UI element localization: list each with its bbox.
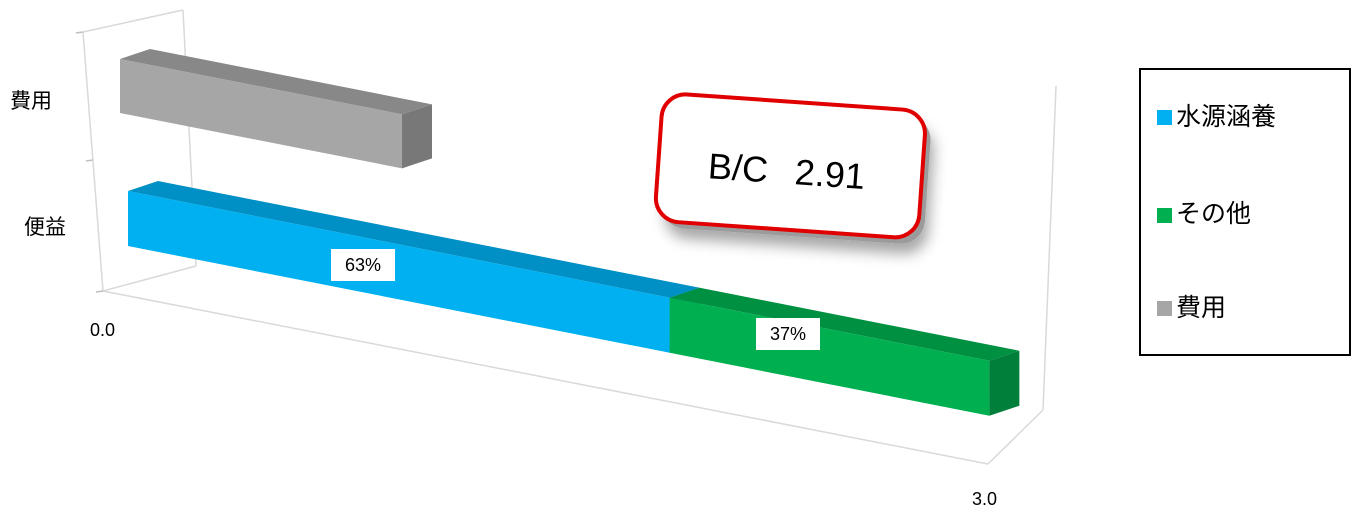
bar-1-1-top [669,287,1020,361]
bar-1-0-top [128,181,700,298]
legend-swatch-water [1157,110,1172,125]
x-tick-label-0: 0.0 [90,320,115,340]
bar-0-2-top [120,49,432,115]
bars-layer [120,49,1020,416]
legend-label-other: その他 [1176,199,1251,228]
legend-swatch-other [1157,208,1172,223]
bc-annotation: B/C 2.91 [653,92,931,244]
category-ticks [75,31,104,293]
bar-0-2-front [120,59,402,169]
legend-label-water: 水源涵養 [1176,102,1276,131]
legend: 水源涵養 その他 費用 [1139,68,1351,356]
legend-label-cost: 費用 [1176,293,1226,322]
svg-text:63%: 63% [345,255,381,275]
bc-label: B/C [707,145,770,190]
bar-0-2-side [402,104,432,169]
bc-value: 2.91 [794,151,867,197]
data-label-63: 63% [331,249,395,281]
category-label-cost: 費用 [10,89,52,113]
data-label-37: 37% [756,318,820,350]
bar-1-1-side [989,350,1020,416]
category-label-benefit: 便益 [24,215,66,239]
bar-1-0-front [128,191,670,353]
axis-frame [82,9,1057,465]
svg-text:37%: 37% [770,324,806,344]
legend-swatch-cost [1157,301,1172,316]
x-tick-label-1: 3.0 [972,489,997,509]
bar-1-1-front [669,297,990,416]
